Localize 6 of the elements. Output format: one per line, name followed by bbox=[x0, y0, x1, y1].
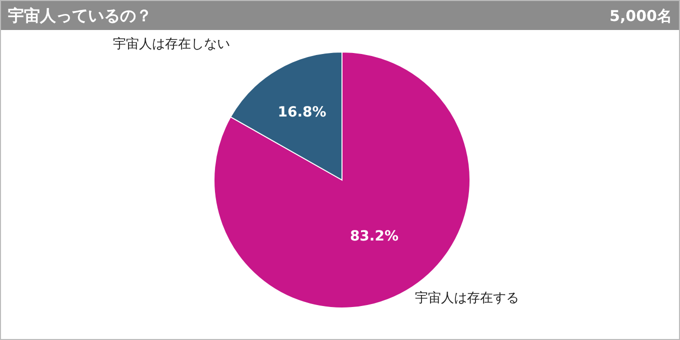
data-label: 83.2% bbox=[350, 228, 399, 244]
chart-title: 宇宙人っているの？ bbox=[8, 6, 152, 25]
slice-label: 宇宙人は存在しない bbox=[113, 36, 230, 52]
slice-label: 宇宙人は存在する bbox=[415, 290, 519, 306]
data-label: 16.8% bbox=[278, 104, 326, 120]
text: 5,000名 bbox=[610, 7, 672, 25]
